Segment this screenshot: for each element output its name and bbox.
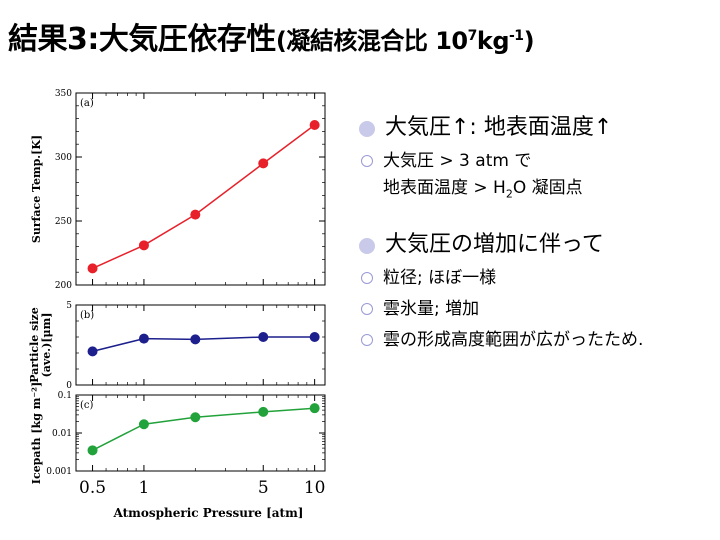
panel-frame — [75, 92, 326, 286]
y-tick-label: 5 — [66, 301, 72, 311]
data-point — [138, 333, 149, 344]
data-point — [138, 240, 149, 251]
y-tick-label: 250 — [55, 217, 72, 227]
y-axis-label: Surface Temp.[K] — [30, 135, 43, 243]
y-tick-label: 300 — [55, 153, 72, 163]
y-tick-label: 200 — [55, 281, 72, 291]
pressure-dependence-chart: 200 250 300 350 (a) Surface Temp.[K] 0 5 (b) Part… — [28, 89, 326, 520]
series-line — [92, 407, 315, 451]
data-point — [87, 445, 98, 456]
panel-label: (a) — [80, 98, 94, 109]
x-tick-label: 10 — [304, 478, 326, 498]
panel-frame — [75, 394, 326, 472]
sub-bullet-ring-icon — [361, 155, 373, 167]
x-tick-label: 5 — [258, 478, 269, 498]
sub-bullet-ring-icon — [361, 303, 373, 316]
data-point — [258, 158, 269, 169]
bullet-surface-temp: 大気圧↑: 地表面温度↑ — [355, 112, 715, 144]
sub-bullet-ice: 雲氷量; 増加 — [355, 296, 715, 323]
data-point — [190, 334, 201, 345]
y-axis-label: (ave.)[μm] — [40, 313, 53, 378]
y-tick-label: 0.1 — [58, 391, 72, 401]
panel-label: (c) — [80, 400, 94, 411]
data-point — [87, 263, 98, 274]
data-point — [309, 120, 320, 130]
series-line — [92, 336, 315, 353]
bullet-dot-icon — [359, 238, 375, 255]
panel-label: (b) — [80, 310, 94, 321]
sub-bullet-threshold: 大気圧 > 3 atm で 地表面温度 > H2O 凝固点 — [355, 148, 715, 207]
data-point — [258, 406, 269, 417]
data-point — [258, 332, 269, 342]
y-tick-label: 0.01 — [52, 429, 72, 439]
panel-frame — [75, 304, 326, 386]
bullet-dot-icon — [359, 121, 375, 137]
sub-bullet-ring-icon — [361, 334, 373, 347]
data-point — [87, 346, 98, 357]
x-tick-label: 0.5 — [79, 478, 106, 498]
x-axis-label: Atmospheric Pressure [atm] — [113, 506, 304, 520]
slide-title: 結果3:大気圧依存性(凝結核混合比 107kg-1) — [8, 14, 535, 58]
sub-bullet-cloud-height: 雲の形成高度範囲が広がったため. — [355, 327, 683, 354]
data-point — [309, 332, 320, 342]
bullet-list: 大気圧↑: 地表面温度↑ 大気圧 > 3 atm で 地表面温度 > H2O 凝… — [355, 112, 715, 354]
y-tick-label: 0.001 — [46, 467, 72, 477]
sub-bullet-ring-icon — [361, 272, 373, 285]
data-point — [190, 412, 201, 423]
y-tick-label: 0 — [66, 381, 72, 391]
x-tick-label: 1 — [139, 478, 150, 498]
y-tick-label: 350 — [55, 89, 72, 99]
y-axis-label: Particle size — [28, 307, 41, 382]
bullet-pressure-increase: 大気圧の増加に伴って — [355, 229, 715, 261]
sub-bullet-particle: 粒径; ほぼ一様 — [355, 265, 715, 292]
y-axis-label: Icepath [kg m⁻²] — [30, 382, 43, 484]
series-line — [92, 124, 316, 270]
data-point — [309, 403, 320, 414]
title-sub: (凝結核混合比 107kg-1) — [275, 27, 535, 55]
title-main: 結果3:大気圧依存性 — [8, 22, 276, 57]
data-point — [190, 209, 201, 220]
data-point — [138, 419, 149, 430]
